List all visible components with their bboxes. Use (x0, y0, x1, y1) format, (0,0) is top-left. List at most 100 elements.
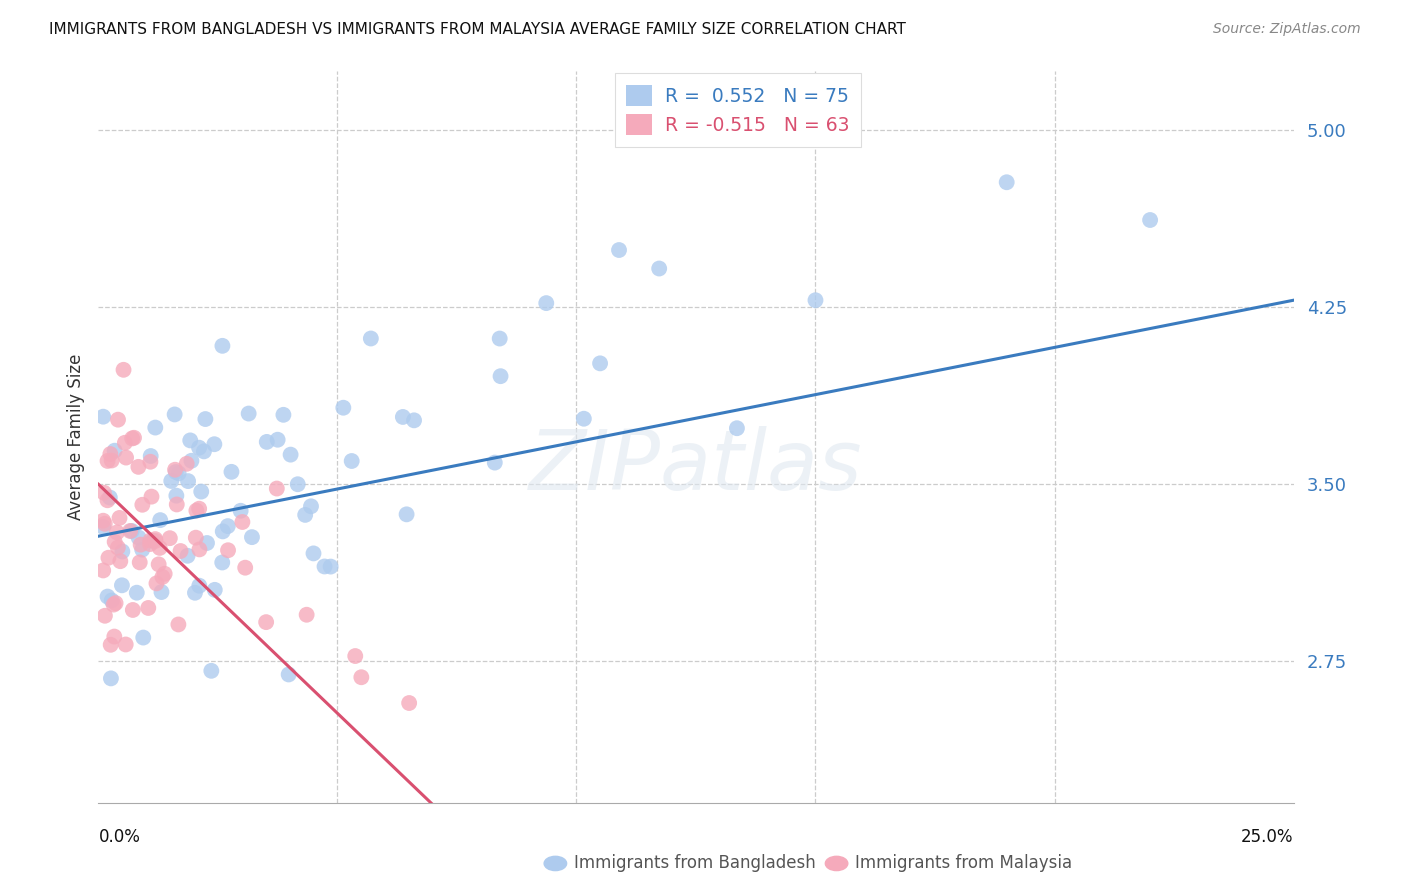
Point (91, 409, 114, 424)
Point (131, 498, 153, 512)
Point (152, 570, 174, 584)
Text: Immigrants from Malaysia: Immigrants from Malaysia (855, 855, 1071, 872)
Point (211, 524, 233, 539)
Point (96, 493, 118, 508)
Point (127, 459, 149, 474)
Point (111, 544, 134, 558)
Point (314, 559, 336, 574)
Point (112, 363, 135, 377)
Point (153, 566, 176, 581)
Point (149, 513, 172, 527)
Point (176, 549, 198, 563)
Point (165, 489, 187, 503)
Point (995, 175, 1018, 189)
Point (145, 576, 167, 591)
Point (254, 615, 277, 629)
Point (159, 531, 181, 545)
Point (165, 465, 187, 479)
Point (536, 296, 558, 310)
Point (97, 550, 120, 565)
Point (121, 603, 143, 617)
Point (131, 542, 153, 557)
Point (392, 409, 415, 424)
Point (188, 542, 211, 557)
Point (107, 412, 129, 426)
Point (122, 431, 145, 445)
Point (193, 444, 215, 458)
Point (186, 503, 208, 517)
Point (91, 564, 114, 578)
Point (167, 467, 190, 481)
Point (108, 511, 131, 525)
Point (188, 579, 211, 593)
Point (163, 408, 186, 422)
Point (217, 543, 239, 558)
Point (148, 558, 170, 572)
Point (395, 508, 418, 522)
Text: IMMIGRANTS FROM BANGLADESH VS IMMIGRANTS FROM MALAYSIA AVERAGE FAMILY SIZE CORRE: IMMIGRANTS FROM BANGLADESH VS IMMIGRANTS… (49, 22, 905, 37)
Legend: R =  0.552   N = 75, R = -0.515   N = 63: R = 0.552 N = 75, R = -0.515 N = 63 (614, 73, 860, 146)
Point (129, 538, 152, 552)
Point (103, 630, 125, 644)
Point (607, 243, 630, 257)
Point (195, 536, 218, 550)
Point (200, 664, 222, 678)
Point (725, 421, 748, 435)
Point (136, 601, 159, 615)
Point (648, 261, 671, 276)
Text: Immigrants from Bangladesh: Immigrants from Bangladesh (574, 855, 815, 872)
Point (114, 638, 136, 652)
Point (398, 696, 420, 710)
Point (96, 454, 118, 468)
Point (221, 465, 243, 479)
Point (103, 598, 125, 612)
Point (489, 369, 512, 384)
Point (184, 531, 207, 545)
Point (115, 450, 138, 465)
Point (233, 560, 256, 574)
Point (100, 638, 122, 652)
Point (111, 578, 134, 592)
Point (319, 559, 342, 574)
Point (143, 420, 166, 434)
Point (188, 501, 211, 516)
Point (166, 498, 188, 512)
Point (91, 520, 114, 534)
Point (96, 590, 118, 604)
Point (167, 617, 190, 632)
Point (145, 533, 167, 548)
Point (139, 537, 162, 551)
Point (104, 534, 127, 549)
Point (91, 514, 114, 528)
Point (139, 455, 162, 469)
Point (110, 554, 132, 568)
Point (1139, 213, 1161, 227)
Point (332, 401, 354, 415)
Point (273, 408, 295, 422)
Point (194, 412, 217, 426)
Point (344, 648, 367, 663)
Point (589, 356, 612, 370)
Point (350, 670, 373, 684)
Point (132, 631, 155, 645)
Point (190, 484, 212, 499)
Point (180, 454, 202, 468)
Point (302, 546, 325, 560)
Point (120, 524, 142, 538)
Point (295, 607, 318, 622)
Point (121, 431, 143, 445)
Text: ZIPatlas: ZIPatlas (529, 425, 863, 507)
Point (169, 544, 191, 558)
Point (238, 407, 260, 421)
Point (150, 585, 173, 599)
Point (402, 413, 425, 427)
Point (160, 474, 183, 488)
Point (240, 530, 263, 544)
Point (299, 500, 322, 514)
Text: 0.0%: 0.0% (98, 828, 141, 846)
Point (256, 434, 278, 449)
Point (179, 434, 201, 448)
Point (125, 585, 148, 599)
Point (128, 555, 150, 569)
Point (177, 474, 200, 488)
